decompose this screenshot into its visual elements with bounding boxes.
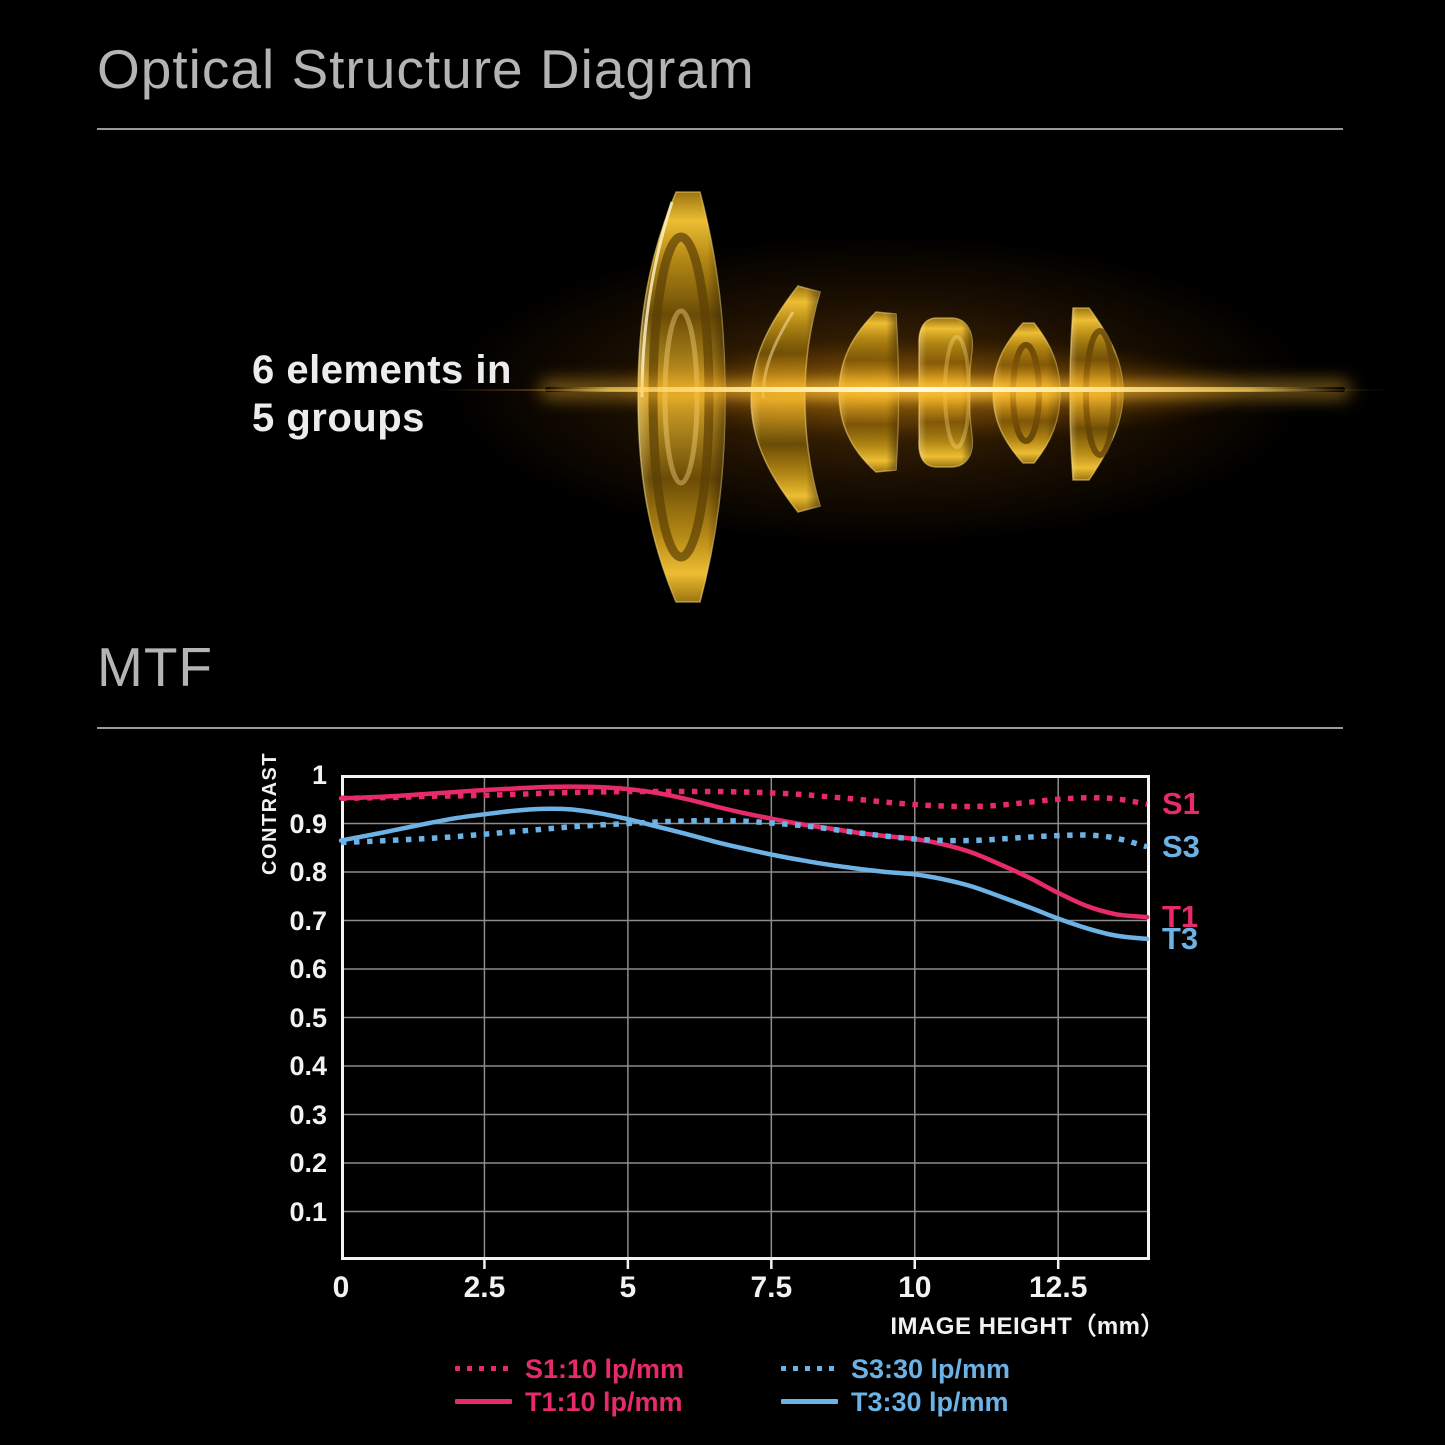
y-tick-label: 0.7	[289, 905, 327, 936]
solid-line-swatch	[455, 1399, 512, 1404]
section-divider	[97, 128, 1343, 130]
curve-S3	[340, 817, 1148, 850]
curve-end-label-T3: T3	[1162, 920, 1199, 956]
lens-caption: 6 elements in 5 groups	[252, 346, 512, 442]
x-tick-label: 5	[619, 1271, 637, 1304]
lens-diagram	[0, 140, 1445, 630]
legend-label: S3:30 lp/mm	[851, 1353, 1011, 1384]
y-tick-label: 0.8	[289, 857, 327, 887]
curve-end-label-S1: S1	[1162, 786, 1200, 822]
dotted-line-swatch	[781, 1366, 838, 1371]
x-tick-label: 12.5	[1028, 1271, 1088, 1304]
plot-border	[341, 775, 1150, 1260]
x-tick-label: 7.5	[750, 1271, 793, 1304]
section-divider	[97, 727, 1343, 729]
mtf-chart: CONTRAST IMAGE HEIGHT（mm） S1:10 lp/mm T1:…	[259, 752, 1200, 1417]
lens-flare-core	[545, 387, 1345, 392]
y-tick-label: 0.1	[289, 1196, 327, 1227]
lens-caption-line2: 5 groups	[252, 396, 425, 440]
legend-item: T3:30 lp/mm	[781, 1385, 1010, 1418]
y-tick-label: 0.2	[289, 1148, 327, 1178]
solid-line-swatch	[781, 1399, 838, 1404]
mtf-plot-svg	[338, 775, 1150, 1269]
legend-item: S3:30 lp/mm	[781, 1352, 1010, 1385]
x-axis-title: IMAGE HEIGHT（mm）	[890, 1313, 1165, 1340]
legend-label: S1:10 lp/mm	[525, 1353, 685, 1384]
legend-label: T1:10 lp/mm	[525, 1386, 683, 1417]
lens-caption-line1: 6 elements in	[252, 348, 512, 392]
y-tick-label: 0.5	[289, 1002, 327, 1033]
y-tick-label: 0.4	[289, 1051, 327, 1081]
mtf-plot-area	[338, 775, 1150, 1269]
y-tick-label: 0.3	[289, 1099, 327, 1130]
x-axis-ticks	[483, 1260, 1060, 1269]
legend-label: T3:30 lp/mm	[851, 1386, 1009, 1417]
y-tick-label: 1	[311, 760, 327, 790]
chart-legend: S1:10 lp/mm T1:10 lp/mm S3:30 lp/mm T3:30 l…	[455, 1352, 1010, 1418]
legend-item: T1:10 lp/mm	[455, 1385, 781, 1418]
x-tick-label: 10	[898, 1271, 932, 1304]
curve-end-label-T1: T1	[1162, 899, 1199, 935]
optical-section-title: Optical Structure Diagram	[97, 38, 755, 100]
curve-T3	[338, 806, 1150, 942]
dotted-line-swatch	[455, 1366, 512, 1371]
mtf-section-title: MTF	[97, 636, 214, 698]
curve-end-label-S3: S3	[1162, 828, 1200, 864]
curve-S1	[340, 788, 1148, 810]
legend-item: S1:10 lp/mm	[455, 1352, 781, 1385]
x-tick-label: 0	[332, 1271, 350, 1304]
y-tick-label: 0.6	[289, 954, 327, 984]
x-tick-label: 2.5	[463, 1271, 506, 1304]
curve-T1	[338, 784, 1150, 920]
y-tick-label: 0.9	[289, 808, 327, 839]
